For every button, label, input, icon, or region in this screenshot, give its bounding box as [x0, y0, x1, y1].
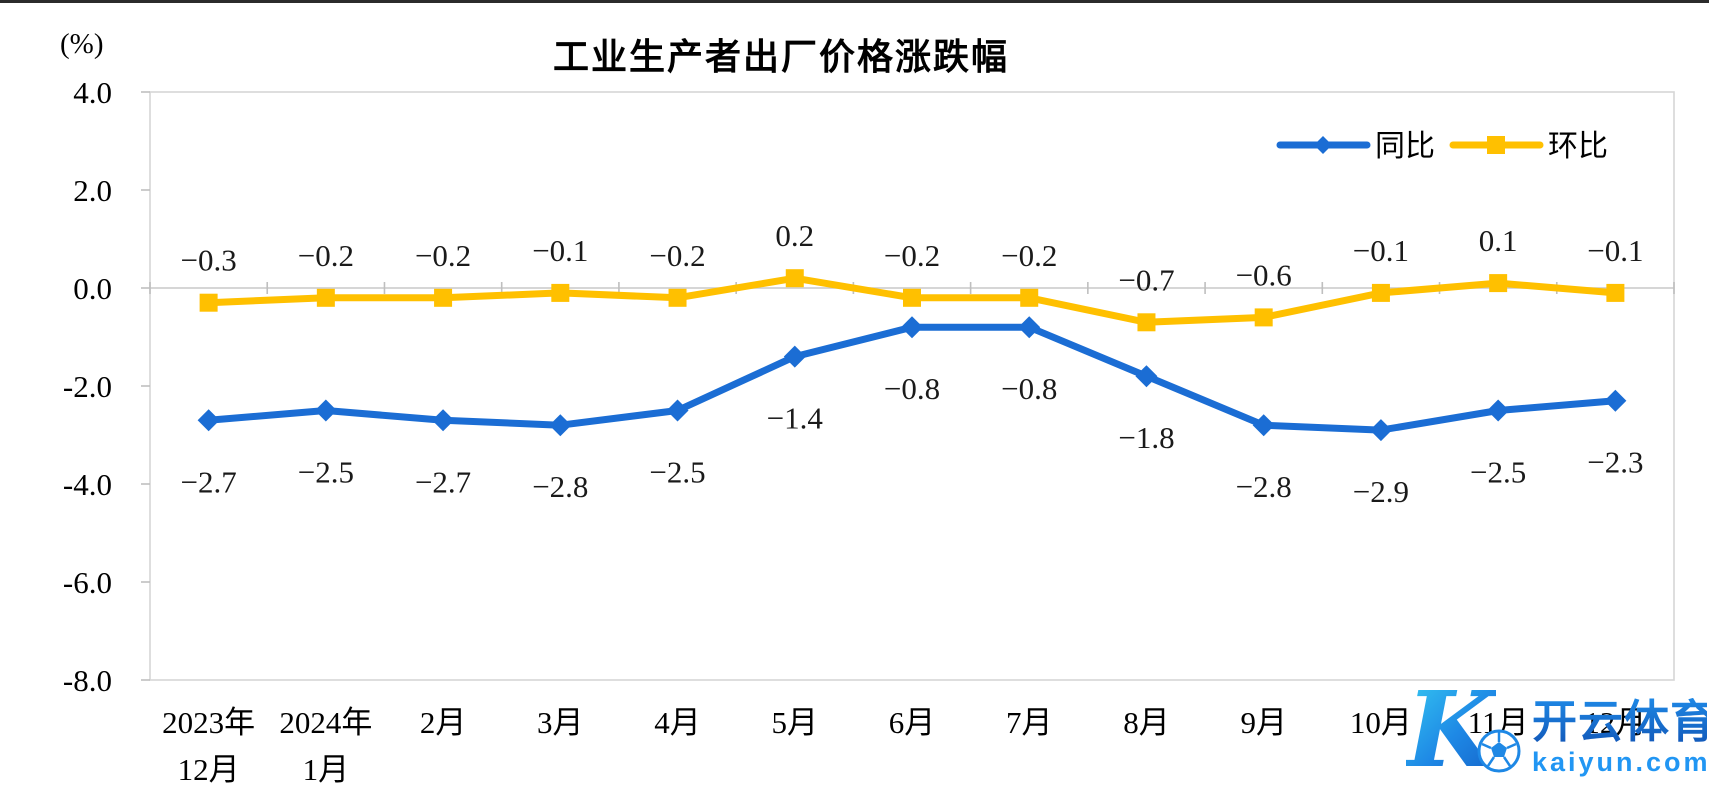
x-axis-label: 6月: [889, 705, 936, 740]
watermark-text: 开云体育 kaiyun.com: [1532, 696, 1709, 777]
square-marker: [1137, 313, 1156, 332]
x-axis-label: 1月: [303, 752, 350, 787]
diamond-marker: [197, 409, 220, 432]
y-axis-label: -6.0: [63, 565, 112, 600]
data-label: −0.3: [180, 243, 236, 278]
x-axis-label: 12月: [1584, 705, 1646, 740]
chart-title: 工业生产者出厂价格涨跌幅: [552, 36, 1009, 77]
top-edge-line: [0, 0, 1709, 3]
y-axis-label: -2.0: [63, 369, 112, 404]
x-axis-label: 2023年: [162, 705, 255, 740]
data-label: −1.8: [1118, 420, 1174, 455]
square-marker: [1606, 283, 1625, 302]
data-label: −0.1: [1353, 233, 1409, 268]
diamond-marker: [1252, 414, 1275, 437]
data-label: −0.2: [415, 238, 471, 273]
diamond-marker: [1135, 365, 1158, 388]
diamond-marker: [1487, 399, 1510, 422]
square-marker: [551, 283, 570, 302]
data-label: −2.7: [415, 464, 471, 499]
y-axis-label: -8.0: [63, 663, 112, 698]
data-label: −2.8: [532, 469, 588, 504]
data-label: −2.8: [1236, 469, 1292, 504]
y-axis-label: -4.0: [63, 467, 112, 502]
data-label: −0.2: [1001, 238, 1057, 273]
legend-label-环比: 环比: [1548, 130, 1608, 163]
x-axis-label: 2月: [420, 705, 467, 740]
square-marker: [316, 288, 335, 307]
data-label: 0.2: [775, 218, 814, 253]
x-axis-label: 7月: [1006, 705, 1053, 740]
data-label: −1.4: [767, 401, 824, 436]
legend-square-marker: [1487, 136, 1505, 154]
x-axis-label: 5月: [772, 705, 819, 740]
x-axis-label: 3月: [537, 705, 584, 740]
legend-label-同比: 同比: [1375, 130, 1435, 163]
data-label: −0.2: [298, 238, 354, 273]
diamond-marker: [432, 409, 455, 432]
square-marker: [1489, 274, 1508, 293]
data-label: −0.6: [1236, 257, 1292, 292]
diamond-marker: [1369, 419, 1392, 442]
diamond-marker: [314, 399, 337, 422]
diamond-marker: [901, 316, 923, 339]
square-marker: [199, 293, 218, 312]
data-label: −0.1: [1587, 233, 1643, 268]
data-label: −0.8: [884, 371, 940, 406]
data-label: −2.7: [180, 464, 236, 499]
y-axis-label: 4.0: [73, 75, 112, 110]
data-label: −0.2: [884, 238, 940, 273]
watermark-domain: kaiyun.com: [1532, 747, 1709, 777]
square-marker: [434, 288, 453, 307]
y-axis-unit-label: (%): [60, 28, 104, 60]
kaiyun-watermark: K 开云体育 kaiyun.com: [1398, 668, 1709, 799]
square-marker: [1254, 308, 1273, 327]
data-label: −2.5: [298, 455, 354, 490]
data-label: −0.8: [1001, 371, 1057, 406]
square-marker: [785, 269, 804, 288]
x-axis-label: 8月: [1123, 705, 1170, 740]
y-axis-label: 0.0: [73, 271, 112, 306]
diamond-marker: [1018, 316, 1041, 339]
x-axis-label: 12月: [178, 752, 240, 787]
data-label: −2.9: [1353, 474, 1409, 509]
y-axis-label: 2.0: [73, 173, 112, 208]
x-axis-label: 2024年: [279, 705, 372, 740]
square-marker: [1020, 288, 1039, 307]
x-axis-label: 4月: [654, 705, 701, 740]
soccer-ball-icon: [1477, 729, 1521, 773]
square-marker: [1371, 283, 1390, 302]
square-marker: [903, 288, 921, 307]
diamond-marker: [783, 345, 806, 368]
data-label: −2.5: [1470, 455, 1526, 490]
data-label: −0.2: [649, 238, 705, 273]
watermark-brand: 开云体育: [1532, 696, 1709, 747]
data-label: −0.7: [1118, 262, 1174, 297]
data-label: −2.5: [649, 455, 705, 490]
kaiyun-logo-k: K: [1406, 668, 1497, 791]
x-axis-label: 9月: [1240, 705, 1287, 740]
legend-diamond-marker: [1314, 136, 1332, 154]
diamond-marker: [1604, 389, 1627, 412]
data-label: −2.3: [1587, 445, 1643, 480]
data-label: −0.1: [532, 233, 588, 268]
data-label: 0.1: [1479, 223, 1518, 258]
diamond-marker: [549, 414, 572, 437]
diamond-marker: [666, 399, 689, 422]
x-axis-label: 10月: [1350, 705, 1412, 740]
square-marker: [668, 288, 687, 307]
